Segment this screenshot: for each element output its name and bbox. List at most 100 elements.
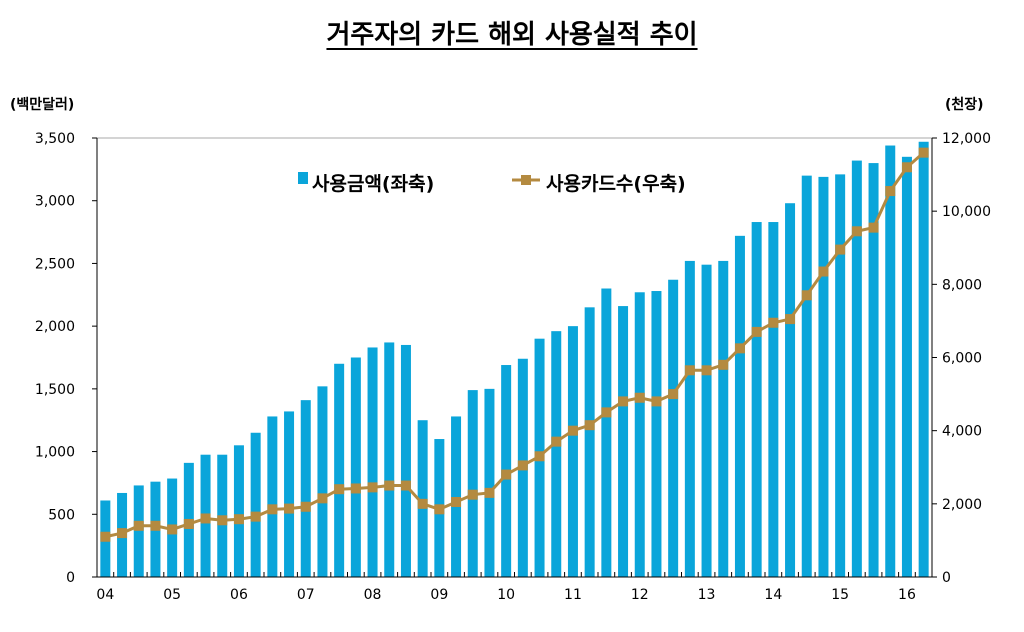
left-tick-label: 2,000 — [35, 319, 75, 335]
line-marker — [785, 314, 796, 325]
bar — [233, 445, 244, 577]
line-marker — [885, 186, 896, 197]
line-marker — [835, 244, 846, 255]
x-tick-label: 04 — [96, 587, 114, 603]
x-tick-label: 15 — [831, 587, 849, 603]
line-marker — [651, 396, 662, 407]
bar — [467, 390, 478, 577]
x-tick-label: 12 — [631, 587, 649, 603]
left-tick-label: 0 — [66, 570, 75, 586]
line-marker — [768, 317, 779, 328]
line-marker — [367, 482, 378, 493]
x-tick-label: 14 — [764, 587, 782, 603]
line-marker — [601, 407, 612, 418]
line-marker — [718, 359, 729, 370]
bar — [768, 222, 779, 577]
line-marker — [534, 451, 545, 462]
line-marker — [451, 497, 462, 508]
bar — [634, 292, 645, 577]
x-tick-label: 16 — [898, 587, 916, 603]
bar — [284, 411, 295, 577]
line-marker — [501, 469, 512, 480]
line-marker — [250, 511, 261, 522]
line-marker — [484, 487, 495, 498]
bar — [317, 386, 328, 577]
x-tick-label: 07 — [297, 587, 315, 603]
chart-title-text: 거주자의 카드 해외 사용실적 추이 — [326, 20, 698, 50]
left-tick-label: 3,500 — [35, 131, 75, 147]
line-marker — [918, 147, 929, 158]
chart-title: 거주자의 카드 해외 사용실적 추이 — [0, 14, 1024, 51]
line-marker — [734, 343, 745, 354]
line-marker — [567, 425, 578, 436]
line-marker — [334, 484, 345, 495]
line-marker — [417, 498, 428, 509]
bar — [551, 331, 562, 577]
line-marker — [400, 480, 411, 491]
x-tick-label: 13 — [698, 587, 716, 603]
line-marker — [150, 520, 161, 531]
bar — [851, 160, 862, 577]
line-marker — [618, 396, 629, 407]
line-marker — [818, 266, 829, 277]
bar — [718, 260, 729, 577]
line-marker — [317, 493, 328, 504]
bar — [751, 222, 762, 577]
bar — [567, 326, 578, 577]
left-tick-label: 1,000 — [35, 445, 75, 461]
bar — [384, 342, 395, 577]
bar — [250, 432, 261, 577]
line-marker — [584, 420, 595, 431]
bar — [684, 260, 695, 577]
x-tick-label: 06 — [230, 587, 248, 603]
left-tick-label: 2,500 — [35, 256, 75, 272]
line-marker — [467, 489, 478, 500]
legend-bar-label: 사용금액(좌축) — [312, 173, 434, 195]
line-marker — [183, 518, 194, 529]
line-marker — [634, 392, 645, 403]
bar — [734, 235, 745, 577]
right-tick-label: 12,000 — [942, 131, 991, 147]
bar — [584, 307, 595, 577]
right-tick-label: 6,000 — [942, 351, 982, 367]
line-marker — [267, 504, 278, 515]
x-tick-label: 05 — [163, 587, 181, 603]
bar — [601, 288, 612, 577]
line-marker — [684, 365, 695, 376]
x-tick-label: 11 — [564, 587, 582, 603]
right-tick-label: 0 — [942, 570, 951, 586]
bar — [668, 279, 679, 577]
bar — [801, 175, 812, 577]
bar — [651, 291, 662, 577]
line-marker — [350, 483, 361, 494]
bar — [400, 344, 411, 577]
left-tick-label: 500 — [48, 507, 75, 523]
bar — [868, 163, 879, 578]
line-marker — [801, 290, 812, 301]
line-marker — [233, 514, 244, 525]
left-tick-label: 3,000 — [35, 194, 75, 210]
x-tick-label: 08 — [364, 587, 382, 603]
bar — [484, 388, 495, 577]
bar — [835, 174, 846, 578]
line-marker — [100, 531, 111, 542]
bar — [334, 363, 345, 577]
line-marker — [751, 326, 762, 337]
line-marker — [668, 389, 679, 400]
bar — [818, 176, 829, 577]
bar — [885, 145, 896, 578]
line-marker — [851, 226, 862, 237]
right-tick-label: 8,000 — [942, 277, 982, 293]
bar — [785, 203, 796, 578]
line-marker — [551, 436, 562, 447]
right-axis-unit: (천장) — [945, 97, 984, 113]
line-marker — [284, 503, 295, 514]
bar — [918, 141, 929, 577]
legend-line-label: 사용카드수(우축) — [546, 173, 686, 195]
line-series — [105, 151, 925, 539]
right-tick-label: 10,000 — [942, 204, 991, 220]
line-marker — [901, 162, 912, 173]
bar — [267, 416, 278, 577]
line-marker — [300, 501, 311, 512]
